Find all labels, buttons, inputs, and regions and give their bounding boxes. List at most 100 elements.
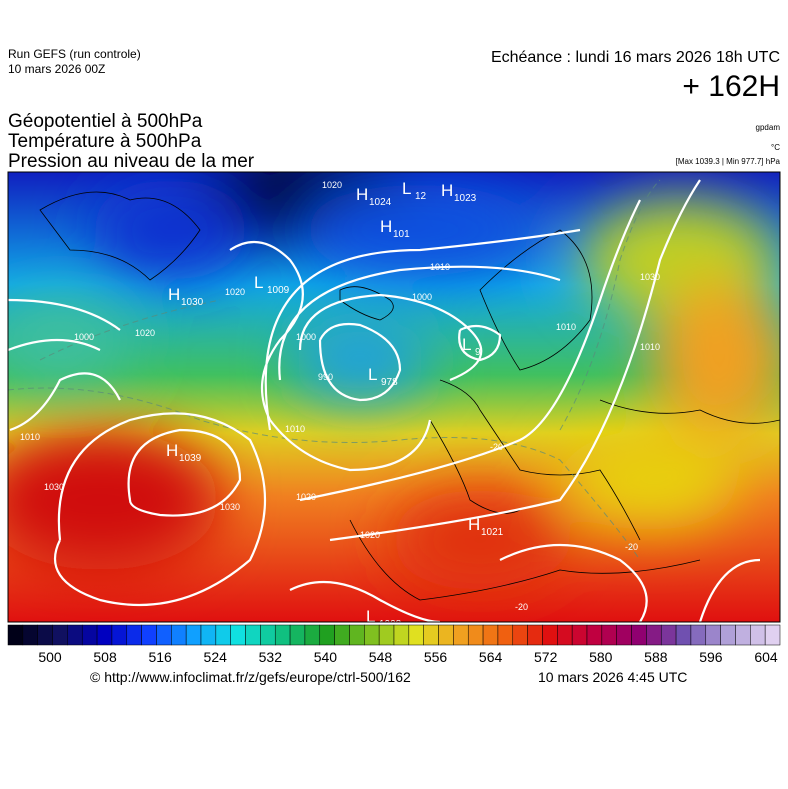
center-value: 1021 xyxy=(481,527,504,538)
colorbar-swatch xyxy=(675,624,692,646)
isobar-label: 1000 xyxy=(412,292,432,302)
issued-time: 10 mars 2026 4:45 UTC xyxy=(538,669,687,685)
center-symbol: H xyxy=(441,181,453,200)
unit-temperature: °C xyxy=(771,143,780,152)
center-symbol: H xyxy=(380,217,392,236)
isobar-label: 1030 xyxy=(44,482,64,492)
colorbar-swatch xyxy=(7,624,24,646)
center-value: 101 xyxy=(393,229,410,240)
colorbar-label: 580 xyxy=(589,649,613,665)
isobar-label: 1020 xyxy=(135,328,155,338)
colorbar-swatch xyxy=(200,624,217,646)
colorbar-swatch xyxy=(601,624,617,646)
center-value: 1008 xyxy=(379,619,402,630)
temperature-contour xyxy=(8,179,661,561)
unit-geopotential: gpdam xyxy=(756,123,781,132)
colorbar-swatch xyxy=(171,624,187,646)
coastline xyxy=(39,191,780,601)
colorbar-swatch xyxy=(453,624,469,646)
center-symbol: L xyxy=(402,179,411,198)
colorbar-swatch xyxy=(735,624,751,646)
colorbar-label: 508 xyxy=(93,649,117,665)
isobar-label: -20 xyxy=(625,542,638,552)
pressure-center: H 1021 xyxy=(468,515,504,538)
colorbar-swatch xyxy=(660,624,677,646)
colorbar-swatch xyxy=(22,624,38,646)
colorbar-swatch xyxy=(690,624,707,646)
colorbar-label: 524 xyxy=(204,649,228,665)
center-value: 978 xyxy=(381,377,398,388)
isobar-label: -20 xyxy=(515,602,528,612)
colorbar-swatch xyxy=(393,624,410,646)
isobar-label: 1020 xyxy=(322,180,342,190)
colorbar-swatch xyxy=(156,624,172,646)
colorbar-label: 564 xyxy=(479,649,503,665)
pressure-center: H 1023 xyxy=(441,181,477,204)
center-value: 1009 xyxy=(267,285,290,296)
colorbar-swatch xyxy=(616,624,632,646)
colorbar-swatch xyxy=(423,624,439,646)
title-line: Géopotentiel à 500hPa xyxy=(8,111,203,132)
colorbar-swatch xyxy=(467,624,484,646)
center-symbol: L xyxy=(366,607,375,626)
colorbar-label: 604 xyxy=(754,649,778,665)
center-symbol: L xyxy=(462,335,471,354)
center-symbol: L xyxy=(254,273,263,292)
center-symbol: H xyxy=(166,441,178,460)
colorbar-swatch xyxy=(720,624,736,646)
center-symbol: L xyxy=(368,365,377,384)
colorbar-swatch xyxy=(126,624,142,646)
colorbar-swatch xyxy=(215,624,231,646)
colorbar-swatch xyxy=(764,624,781,646)
center-symbol: H xyxy=(168,285,180,304)
source-url: © http://www.infoclimat.fr/z/gefs/europe… xyxy=(90,669,411,685)
colorbar-swatch xyxy=(512,624,528,646)
isobar-label: 1020 xyxy=(296,492,316,502)
colorbar-label: 588 xyxy=(644,649,668,665)
run-name: Run GEFS (run controle) xyxy=(8,47,141,61)
colorbar-swatch xyxy=(81,624,98,646)
colorbar-swatch xyxy=(349,624,365,646)
isobar-label: 1010 xyxy=(556,322,576,332)
map-frame xyxy=(7,171,781,623)
forecast-valid: Echéance : lundi 16 mars 2026 18h UTC xyxy=(491,49,780,66)
colorbar-swatch xyxy=(96,624,113,646)
colorbar-label: 556 xyxy=(424,649,448,665)
pressure-center: H 1030 xyxy=(168,285,204,308)
center-symbol: H xyxy=(468,515,480,534)
colorbar-label: 516 xyxy=(148,649,172,665)
colorbar-swatch xyxy=(230,624,246,646)
isobar-label: 1000 xyxy=(74,332,94,342)
colorbar-label: 596 xyxy=(699,649,723,665)
colorbar-swatch xyxy=(586,624,603,646)
colorbar-swatch xyxy=(482,624,499,646)
colorbar-label: 540 xyxy=(314,649,338,665)
isobar xyxy=(8,179,761,622)
colorbar-swatch xyxy=(571,624,588,646)
colorbar-swatch xyxy=(750,624,766,646)
colorbar-swatch xyxy=(260,624,276,646)
pressure-center: L 12 xyxy=(402,179,427,202)
pressure-center: H 101 xyxy=(380,217,410,240)
colorbar-swatch xyxy=(497,624,514,646)
colorbar-swatch xyxy=(364,624,380,646)
isobar-label: 990 xyxy=(318,372,333,382)
colorbar-swatch xyxy=(646,624,662,646)
isobar-label: 1000 xyxy=(296,332,316,342)
colorbar-swatch xyxy=(274,624,291,646)
center-value: 9 xyxy=(475,347,481,358)
colorbar-label: 548 xyxy=(369,649,393,665)
colorbar-swatch xyxy=(111,624,128,646)
colorbar-swatch xyxy=(438,624,454,646)
colorbar-label: 532 xyxy=(259,649,283,665)
colorbar-swatch xyxy=(542,624,558,646)
run-date: 10 mars 2026 00Z xyxy=(8,62,105,76)
center-value: 1030 xyxy=(181,297,204,308)
isobar-label: 1010 xyxy=(285,424,305,434)
colorbar-swatch xyxy=(37,624,53,646)
colorbar-swatch xyxy=(319,624,335,646)
title-line: Température à 500hPa xyxy=(8,131,202,152)
